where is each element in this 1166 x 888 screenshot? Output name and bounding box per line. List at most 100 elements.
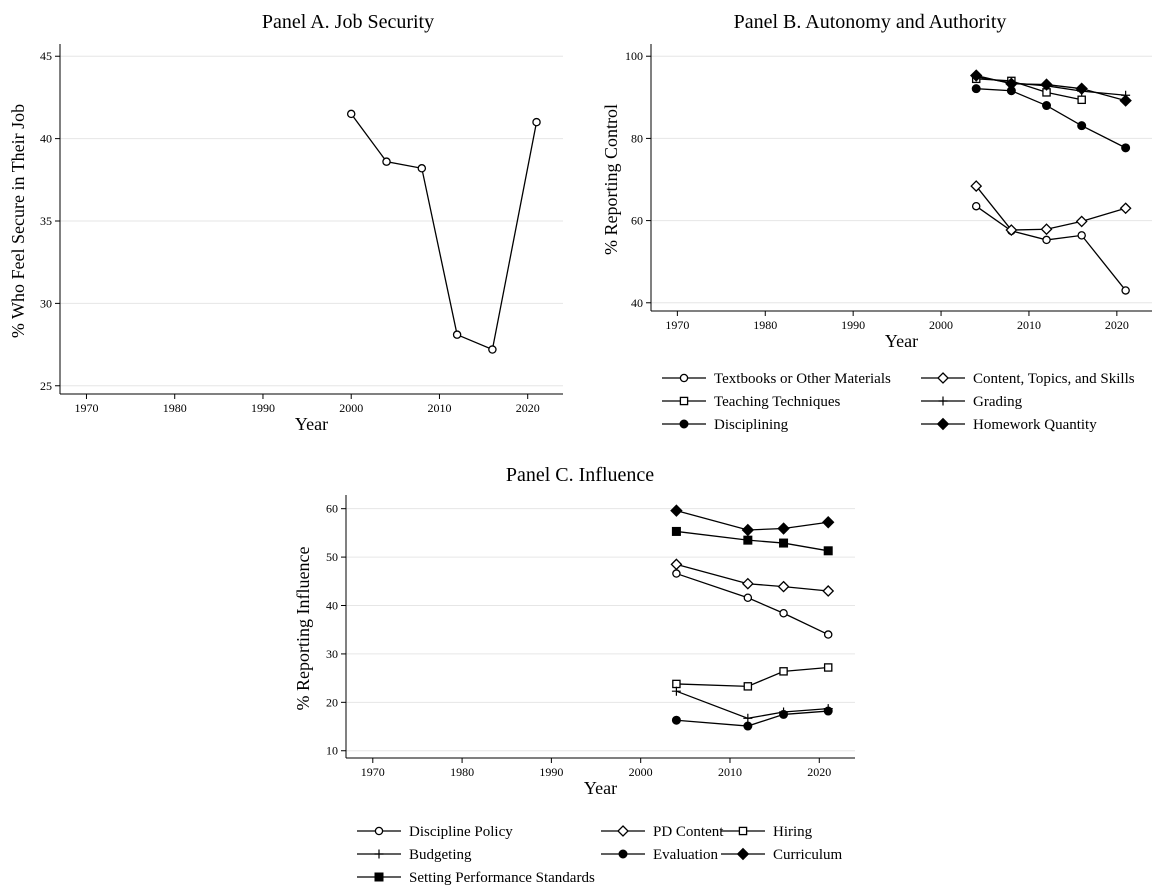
chart-title: Panel B. Autonomy and Authority (734, 11, 1007, 33)
legend-label: Disciplining (714, 417, 789, 433)
data-point (779, 538, 789, 548)
legend-item: Budgeting (357, 847, 472, 863)
data-point (1119, 94, 1132, 107)
series-budgeting (671, 686, 833, 723)
chart-panelC: Panel C. Influence 10 20 30 40 50 60 1970 1980 19… (293, 464, 855, 886)
legend-marker (679, 396, 689, 406)
data-point (743, 535, 753, 545)
data-point (1121, 286, 1130, 295)
y-tick-label: 100 (625, 49, 643, 63)
series-pd-content (670, 558, 835, 597)
y-tick-label: 80 (631, 131, 643, 145)
x-tick-label: 1970 (665, 318, 689, 332)
y-tick-label: 50 (326, 550, 338, 564)
series-disciplining (971, 84, 1131, 153)
data-point (1042, 235, 1051, 245)
data-point (1077, 95, 1086, 105)
x-tick-label: 1980 (753, 318, 777, 332)
y-tick-label: 10 (326, 744, 338, 758)
legend-marker (936, 417, 950, 431)
legend-item: Grading (921, 394, 1023, 410)
legend-label: Evaluation (653, 847, 718, 863)
y-axis-title: % Reporting Influence (293, 547, 313, 711)
series-textbooks-or-other-materials (971, 201, 1130, 295)
data-point (671, 715, 681, 725)
x-tick-label: 2020 (807, 765, 831, 779)
legend-label: PD Content (653, 824, 724, 840)
y-tick-label: 30 (40, 296, 52, 310)
legend-item: Setting Performance Standards (357, 870, 595, 886)
series-line (350, 113, 538, 351)
series-line (976, 88, 1126, 149)
legend-marker (679, 373, 689, 383)
data-point (1042, 101, 1052, 111)
series-setting-performance-standards (671, 526, 833, 556)
x-tick-label: 1970 (74, 401, 98, 415)
data-point (779, 667, 788, 676)
series-line (676, 666, 829, 688)
series-line (976, 74, 1126, 102)
data-point (1077, 231, 1086, 240)
series-discipline-policy (672, 569, 833, 639)
legend-label: Teaching Techniques (714, 394, 840, 410)
legend-label: Setting Performance Standards (409, 870, 595, 886)
legend-item: Hiring (721, 824, 813, 840)
series-line (676, 710, 829, 727)
legend-marker (618, 849, 628, 859)
data-point (670, 558, 683, 571)
data-point (823, 706, 833, 716)
data-point (1040, 223, 1053, 236)
series-line (676, 509, 829, 531)
chart-panelA: Panel A. Job Security 25 30 35 40 45 1970 1980 1… (8, 11, 563, 434)
x-tick-label: 1990 (841, 318, 865, 332)
y-axis-title: % Who Feel Secure in Their Job (8, 104, 28, 338)
data-point (346, 109, 356, 119)
legend-marker (617, 825, 629, 837)
data-point (532, 117, 541, 127)
legend-marker (679, 419, 689, 429)
y-tick-label: 60 (631, 214, 643, 228)
data-point (488, 345, 497, 354)
legend-label: Homework Quantity (973, 417, 1097, 433)
data-point (743, 721, 753, 731)
legend-label: Hiring (773, 824, 813, 840)
series-hiring (672, 663, 833, 691)
y-tick-label: 40 (326, 599, 338, 613)
series-line (676, 690, 829, 719)
legend-item: Disciplining (662, 417, 789, 433)
data-point (1040, 78, 1053, 91)
series-line (346, 109, 541, 354)
data-point (743, 713, 753, 723)
series-evaluation (671, 706, 833, 731)
legend-item: Teaching Techniques (662, 394, 840, 410)
series-line (676, 563, 829, 592)
x-tick-label: 2000 (629, 765, 653, 779)
data-point (823, 630, 833, 639)
y-axis-title: % Reporting Control (601, 104, 621, 255)
data-point (1075, 82, 1088, 95)
legend-marker (938, 396, 948, 406)
data-point (970, 180, 983, 192)
data-point (452, 330, 462, 339)
series-content-topics-and-skills (970, 180, 1132, 236)
legend-marker (374, 872, 384, 882)
x-tick-label: 2020 (516, 401, 540, 415)
data-point (777, 522, 790, 535)
data-point (741, 577, 754, 590)
x-axis-title: Year (885, 331, 918, 351)
series-line (975, 205, 1127, 291)
legend-item: PD Content (601, 824, 724, 840)
series-line (975, 185, 1126, 231)
data-point (382, 157, 391, 166)
data-point (971, 84, 981, 94)
data-point (823, 663, 833, 672)
x-axis-title: Year (584, 778, 617, 798)
legend-marker (736, 847, 750, 861)
x-tick-label: 1980 (450, 765, 474, 779)
legend-marker (374, 826, 384, 836)
data-point (970, 69, 983, 82)
x-tick-label: 2010 (718, 765, 742, 779)
data-point (822, 585, 835, 597)
legend-marker (937, 372, 949, 384)
